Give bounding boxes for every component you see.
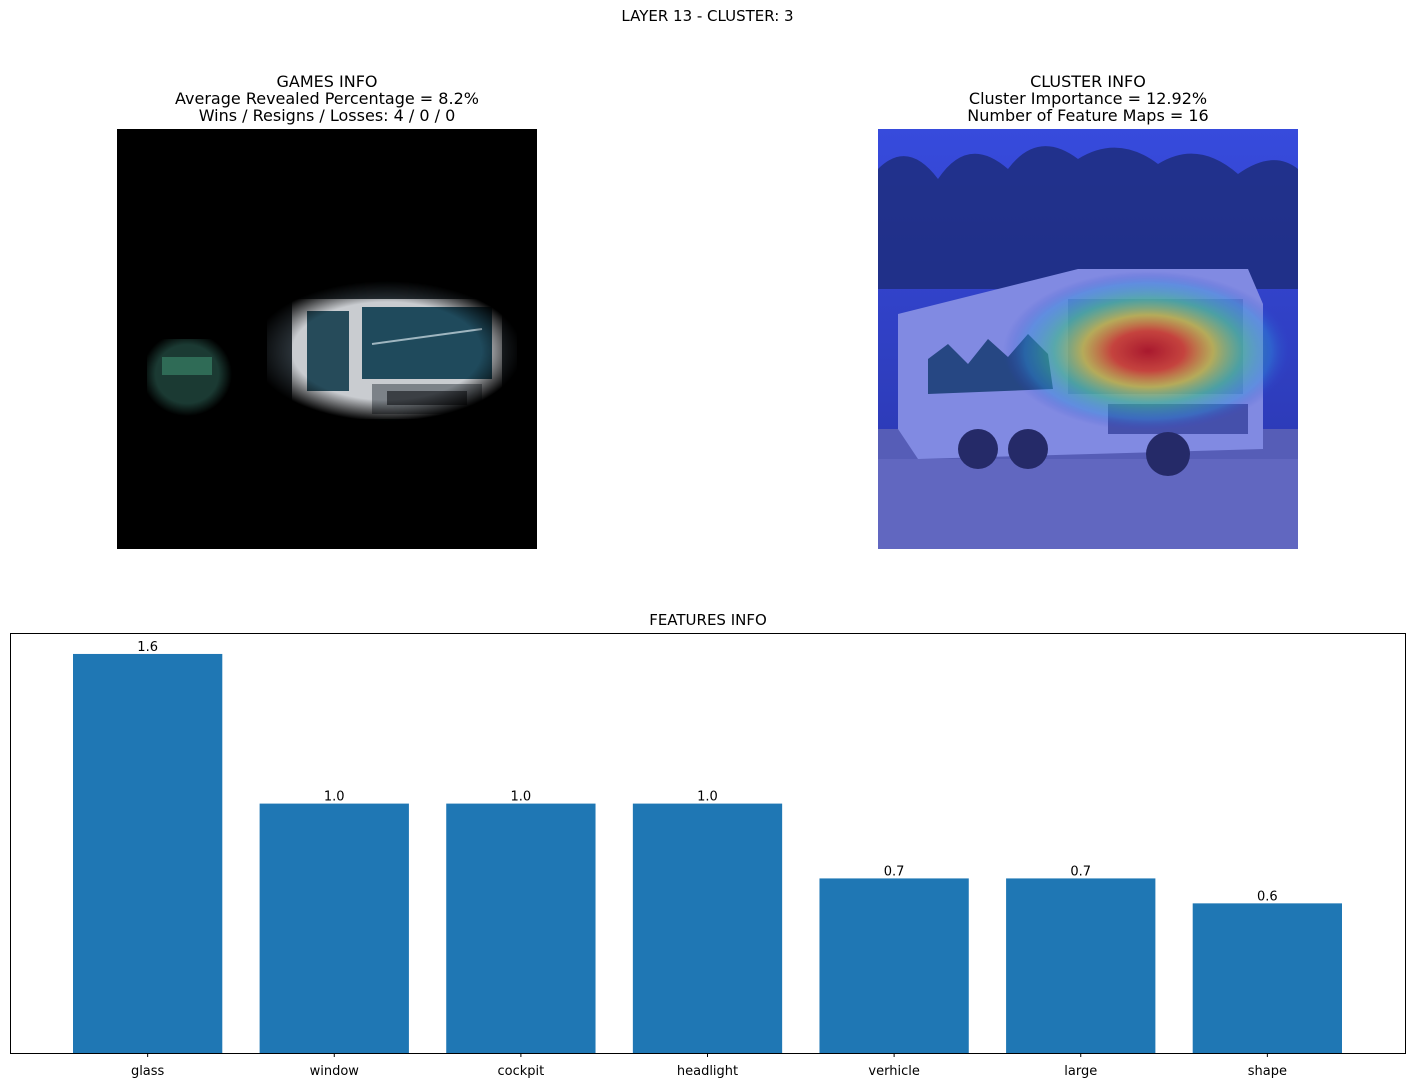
x-tick-label: headlight [677,1064,738,1079]
bar-large [1006,878,1156,1053]
bar-value-label: 1.0 [324,790,345,805]
bar-shape [1192,903,1342,1053]
cluster-info-header: CLUSTER INFO Cluster Importance = 12.92%… [878,73,1298,124]
cluster-info-importance: Cluster Importance = 12.92% [968,89,1208,108]
bar-verhicle [819,878,969,1053]
figure-suptitle: LAYER 13 - CLUSTER: 3 [621,7,794,25]
x-tick-label: shape [1248,1064,1287,1079]
x-tick-label: verhicle [868,1064,919,1079]
revealed-image [117,129,537,549]
bar-value-label: 1.0 [697,790,718,805]
x-tick-label: cockpit [498,1064,545,1079]
cluster-info-title: CLUSTER INFO [1030,72,1146,91]
bar-value-label: 0.7 [1070,864,1091,879]
games-info-record: Wins / Resigns / Losses: 4 / 0 / 0 [198,106,456,125]
bar-glass [73,653,223,1053]
bar-value-label: 0.7 [884,864,905,879]
games-info-revealed: Average Revealed Percentage = 8.2% [175,89,479,108]
x-tick-label: window [310,1064,360,1079]
bar-headlight [632,803,783,1053]
bar-value-label: 0.6 [1257,889,1278,904]
bar-window [259,803,409,1053]
bar-cockpit [446,803,596,1053]
x-tick-label: glass [131,1064,165,1079]
cluster-heatmap-image [878,129,1298,549]
chart-title: FEATURES INFO [649,611,767,629]
games-info-header: GAMES INFO Average Revealed Percentage =… [117,73,537,124]
bar-value-label: 1.0 [511,790,532,805]
bar-value-label: 1.6 [137,640,158,655]
x-tick-label: large [1064,1064,1097,1079]
cluster-info-feature-maps: Number of Feature Maps = 16 [967,106,1209,125]
games-info-title: GAMES INFO [276,72,378,91]
